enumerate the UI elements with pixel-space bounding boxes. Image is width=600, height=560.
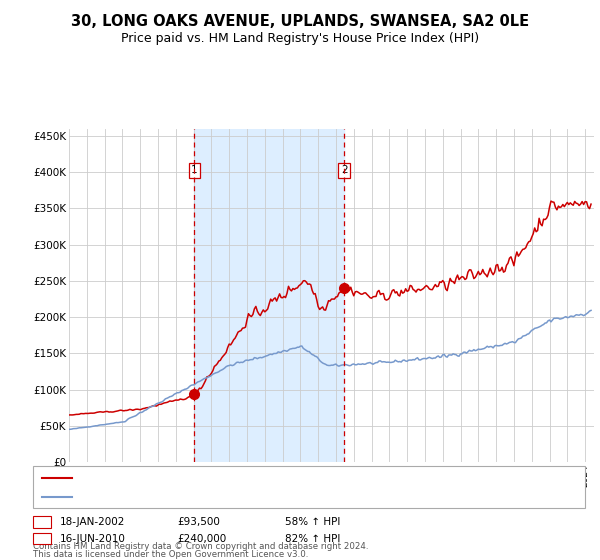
Text: 16-JUN-2010: 16-JUN-2010 [60, 534, 126, 544]
Text: £93,500: £93,500 [177, 517, 220, 527]
Text: 1: 1 [38, 517, 46, 527]
Text: This data is licensed under the Open Government Licence v3.0.: This data is licensed under the Open Gov… [33, 550, 308, 559]
Text: 58% ↑ HPI: 58% ↑ HPI [285, 517, 340, 527]
Text: 1: 1 [191, 165, 198, 175]
Text: 30, LONG OAKS AVENUE, UPLANDS, SWANSEA, SA2 0LE (semi-detached house): 30, LONG OAKS AVENUE, UPLANDS, SWANSEA, … [76, 473, 472, 483]
Text: Contains HM Land Registry data © Crown copyright and database right 2024.: Contains HM Land Registry data © Crown c… [33, 542, 368, 551]
Text: HPI: Average price, semi-detached house, Swansea: HPI: Average price, semi-detached house,… [76, 492, 332, 502]
Text: 18-JAN-2002: 18-JAN-2002 [60, 517, 125, 527]
Text: 2: 2 [38, 534, 46, 544]
Text: £240,000: £240,000 [177, 534, 226, 544]
Text: 30, LONG OAKS AVENUE, UPLANDS, SWANSEA, SA2 0LE: 30, LONG OAKS AVENUE, UPLANDS, SWANSEA, … [71, 14, 529, 29]
Bar [194, 129, 344, 462]
Text: Price paid vs. HM Land Registry's House Price Index (HPI): Price paid vs. HM Land Registry's House … [121, 32, 479, 45]
Text: 82% ↑ HPI: 82% ↑ HPI [285, 534, 340, 544]
Text: 2: 2 [341, 165, 347, 175]
